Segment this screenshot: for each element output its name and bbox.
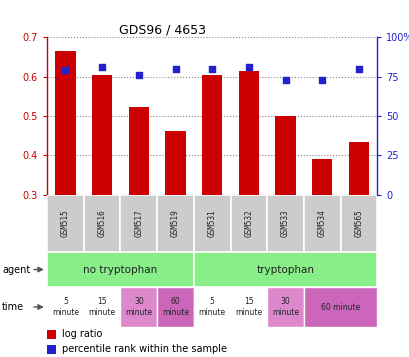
- Bar: [348, 142, 368, 195]
- Point: [318, 77, 325, 83]
- Text: no tryptophan: no tryptophan: [83, 265, 157, 275]
- Text: 15
minute: 15 minute: [88, 297, 115, 317]
- Text: GSM532: GSM532: [244, 209, 253, 237]
- Bar: [303, 287, 376, 327]
- Bar: [230, 195, 267, 252]
- Bar: [303, 195, 340, 252]
- Point: [172, 66, 178, 72]
- Text: agent: agent: [2, 265, 30, 275]
- Bar: [202, 75, 222, 195]
- Text: GSM519: GSM519: [171, 209, 180, 237]
- Text: 60 minute: 60 minute: [320, 302, 359, 312]
- Bar: [47, 287, 83, 327]
- Point: [62, 67, 69, 73]
- Bar: [230, 287, 267, 327]
- Bar: [157, 287, 193, 327]
- Bar: [120, 195, 157, 252]
- Bar: [120, 287, 157, 327]
- Bar: [193, 195, 230, 252]
- Text: 30
minute: 30 minute: [271, 297, 298, 317]
- Bar: [193, 252, 376, 287]
- Bar: [47, 330, 56, 339]
- Text: GSM515: GSM515: [61, 209, 70, 237]
- Bar: [83, 195, 120, 252]
- Bar: [55, 51, 75, 195]
- Title: GDS96 / 4653: GDS96 / 4653: [119, 23, 206, 36]
- Text: GSM516: GSM516: [97, 209, 106, 237]
- Text: tryptophan: tryptophan: [256, 265, 314, 275]
- Text: 5
minute: 5 minute: [52, 297, 79, 317]
- Point: [245, 65, 252, 70]
- Point: [135, 72, 142, 78]
- Point: [99, 65, 105, 70]
- Text: 5
minute: 5 minute: [198, 297, 225, 317]
- Bar: [157, 195, 193, 252]
- Bar: [83, 287, 120, 327]
- Bar: [47, 345, 56, 354]
- Text: percentile rank within the sample: percentile rank within the sample: [62, 345, 227, 355]
- Bar: [47, 252, 193, 287]
- Bar: [340, 195, 376, 252]
- Bar: [128, 107, 148, 195]
- Bar: [92, 75, 112, 195]
- Point: [355, 66, 361, 72]
- Point: [281, 77, 288, 83]
- Text: log ratio: log ratio: [62, 329, 102, 339]
- Bar: [238, 71, 258, 195]
- Text: 60
minute: 60 minute: [162, 297, 189, 317]
- Text: time: time: [2, 302, 24, 312]
- Text: 30
minute: 30 minute: [125, 297, 152, 317]
- Text: GSM517: GSM517: [134, 209, 143, 237]
- Bar: [311, 159, 331, 195]
- Text: GSM533: GSM533: [280, 209, 289, 237]
- Bar: [267, 195, 303, 252]
- Bar: [193, 287, 230, 327]
- Text: GSM534: GSM534: [317, 209, 326, 237]
- Text: GSM565: GSM565: [353, 209, 362, 237]
- Point: [209, 66, 215, 72]
- Bar: [267, 287, 303, 327]
- Text: GSM531: GSM531: [207, 209, 216, 237]
- Bar: [47, 195, 83, 252]
- Bar: [275, 116, 295, 195]
- Text: 15
minute: 15 minute: [235, 297, 262, 317]
- Bar: [165, 131, 185, 195]
